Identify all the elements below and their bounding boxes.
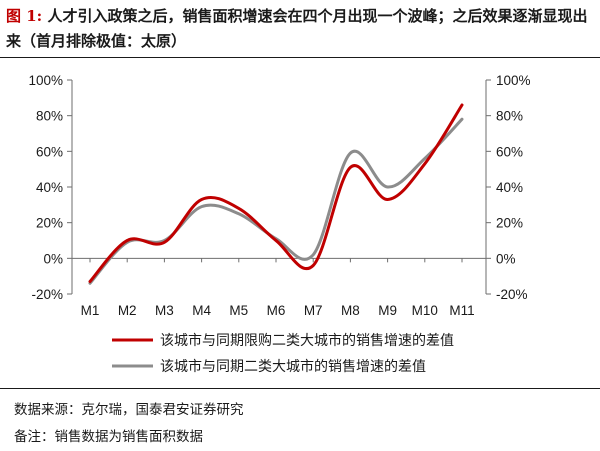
series-line-all	[88, 117, 464, 285]
legend-label-restricted: 该城市与同期限购二类大城市的销售增速的差值	[160, 332, 454, 349]
series-line-restricted	[88, 103, 464, 284]
x-tick-label: M11	[449, 303, 474, 318]
y2-tick-label-right: 0%	[496, 251, 516, 266]
y-tick-label-left: 20%	[36, 216, 63, 231]
top-divider	[0, 57, 600, 58]
x-tick-label: M9	[378, 303, 397, 318]
x-tick-label: M10	[412, 303, 438, 318]
y2-tick-label-right: 60%	[496, 144, 523, 159]
y2-tick-label-right: 80%	[496, 109, 523, 124]
x-tick-label: M5	[229, 303, 248, 318]
line-chart: 100% 100% 80% 80% 60% 60% 40% 40% 20% 20% 0% 0% -20%…	[28, 73, 531, 375]
x-tick-label: M3	[155, 303, 174, 318]
x-tick-label: M4	[192, 303, 211, 318]
legend-label-all: 该城市与同期二类大城市的销售增速的差值	[160, 358, 426, 375]
chart-title: 图 1: 人才引入政策之后，销售面积增速会在四个月出现一个波峰；之后效果逐渐显现…	[6, 4, 596, 54]
data-source-note: 数据来源：克尔瑞，国泰君安证券研究	[14, 402, 244, 418]
x-tick-label: M6	[267, 303, 286, 318]
y2-tick-label-right: 100%	[496, 73, 531, 88]
y2-tick-label-right: -20%	[496, 287, 528, 302]
y-tick-label-left: 60%	[36, 144, 63, 159]
remark-note: 备注：销售数据为销售面积数据	[14, 429, 203, 445]
bottom-divider	[0, 388, 600, 389]
y2-tick-label-right: 40%	[496, 180, 523, 195]
x-tick-label: M8	[341, 303, 360, 318]
y-tick-label-left: 0%	[43, 251, 63, 266]
figure-label: 图 1:	[6, 7, 43, 25]
y-tick-label-left: 80%	[36, 109, 63, 124]
y-tick-label-left: -20%	[31, 287, 63, 302]
x-tick-label: M7	[304, 303, 323, 318]
x-tick-label: M1	[81, 303, 100, 318]
y-tick-label-left: 40%	[36, 180, 63, 195]
figure-title-text: 人才引入政策之后，销售面积增速会在四个月出现一个波峰；之后效果逐渐显现出来（首月…	[6, 7, 588, 50]
y2-tick-label-right: 20%	[496, 216, 523, 231]
y-tick-label-left: 100%	[28, 73, 63, 88]
x-tick-label: M2	[118, 303, 137, 318]
